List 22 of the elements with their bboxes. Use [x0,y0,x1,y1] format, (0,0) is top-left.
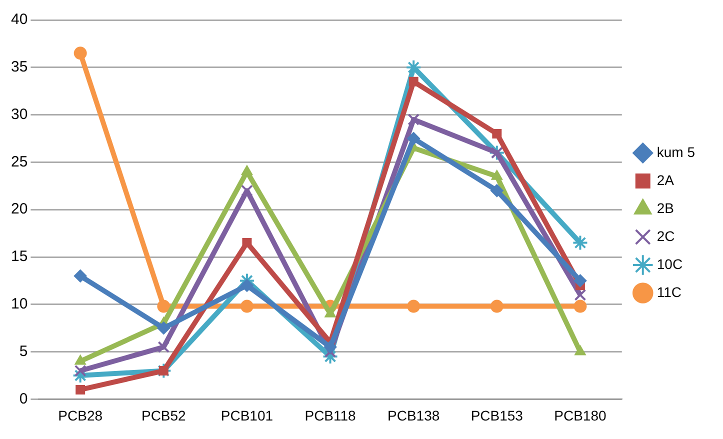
y-tick-label: 30 [10,106,28,123]
y-tick-label: 20 [10,200,28,218]
legend-label: 10C [656,256,683,272]
y-tick-label: 10 [10,296,28,313]
legend-label: 2A [656,172,675,188]
y-tick-label: 0 [19,390,28,408]
y-tick-label: 15 [10,248,28,266]
legend-label: 2C [656,228,675,244]
x-tick-label: PCB52 [141,407,186,424]
x-tick-label: PCB118 [304,407,356,424]
legend-label: 11C [656,284,682,300]
y-tick-label: 25 [10,153,28,170]
x-tick-label: PCB153 [470,407,524,424]
legend-label: kum 5 [656,144,696,160]
y-tick-label: 40 [10,11,28,28]
legend-label: 2B [656,200,674,216]
y-tick-label: 5 [19,342,28,360]
x-tick-label: PCB28 [58,407,103,424]
x-tick-label: PCB138 [388,407,440,424]
x-tick-label: PCB180 [554,407,606,424]
y-tick-label: 35 [10,58,28,76]
x-tick-label: PCB101 [220,407,274,424]
